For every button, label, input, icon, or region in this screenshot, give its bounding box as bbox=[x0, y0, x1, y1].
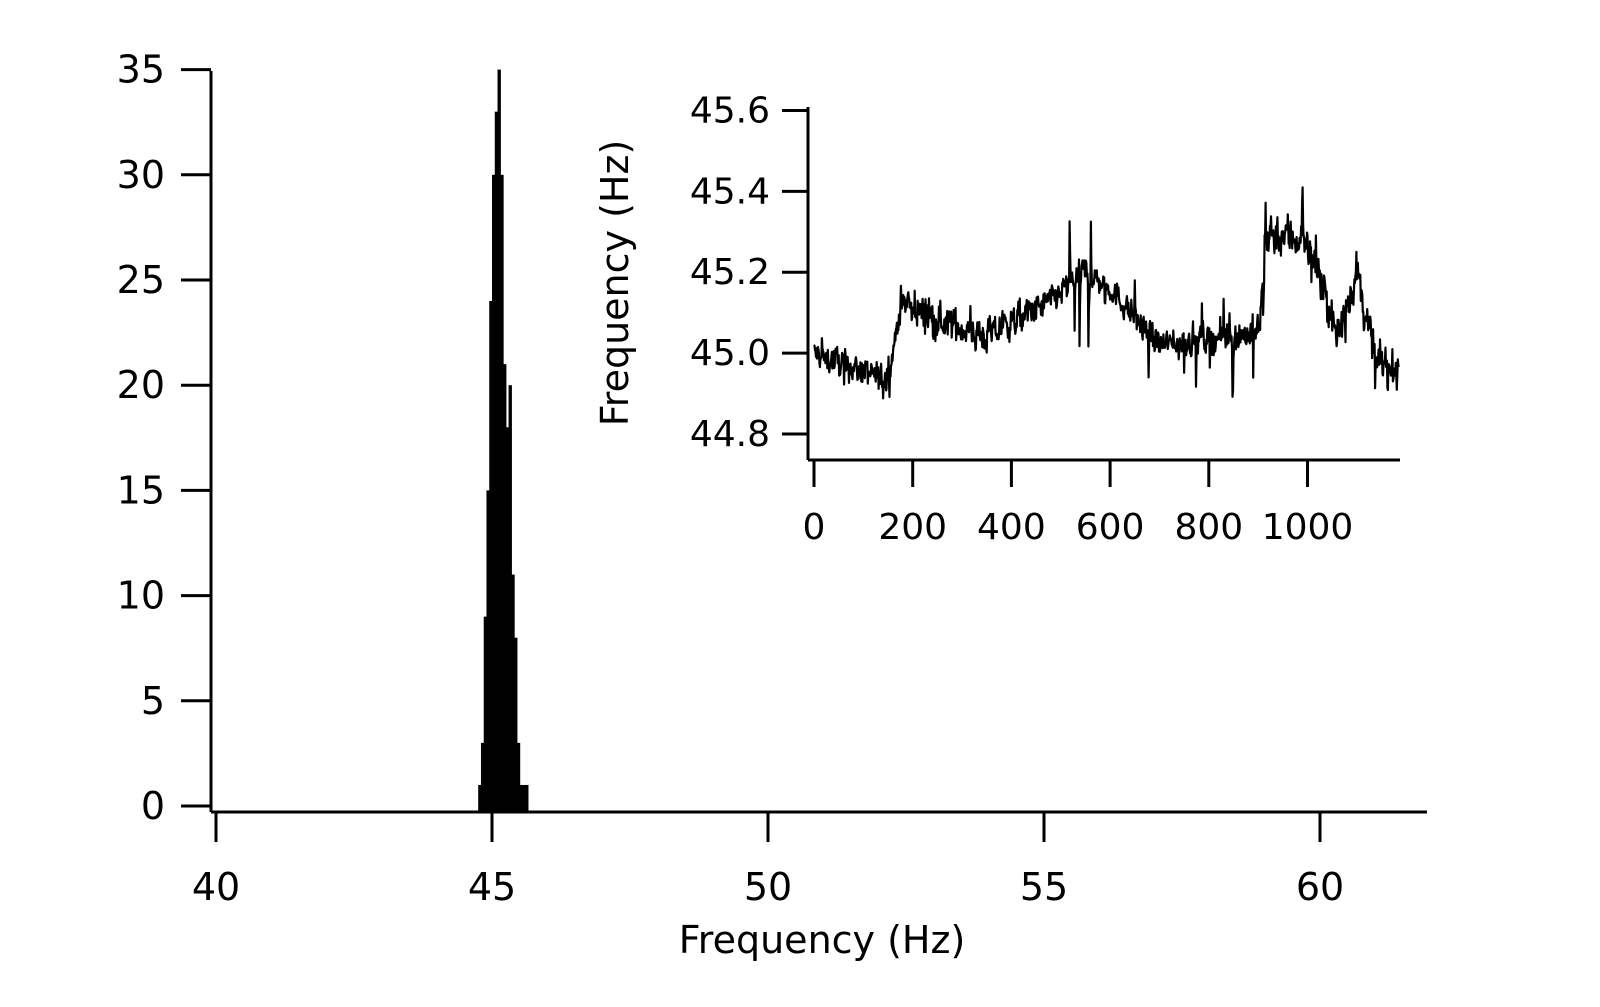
inset-x-tick-label: 800 bbox=[1174, 507, 1243, 548]
histogram-bar-13 bbox=[514, 637, 518, 812]
inset-y-ticks: 44.8 45.0 45.2 45.4 45.6 bbox=[690, 90, 808, 455]
inset-y-tick-label: 45.6 bbox=[690, 90, 770, 131]
main-x-tick-label: 60 bbox=[1296, 865, 1344, 909]
histogram-bar-15 bbox=[519, 784, 523, 812]
histogram-bars bbox=[478, 69, 529, 813]
histogram-bar-12 bbox=[511, 574, 515, 812]
histogram-bar-4 bbox=[489, 301, 493, 812]
histogram-bar-17 bbox=[525, 784, 529, 812]
main-y-tick-label: 0 bbox=[141, 784, 165, 828]
main-x-tick-label: 45 bbox=[468, 865, 516, 909]
inset-y-axis-label: Frequency (Hz) bbox=[593, 140, 637, 427]
main-y-tick-label: 20 bbox=[117, 363, 165, 407]
histogram-bar-14 bbox=[516, 742, 521, 812]
histogram-bar-10 bbox=[505, 427, 510, 812]
main-y-ticks: 0 5 10 15 20 25 30 35 bbox=[117, 48, 211, 828]
histogram-bar-1 bbox=[480, 742, 485, 812]
histogram-bar-3 bbox=[486, 490, 490, 812]
main-x-tick-label: 50 bbox=[744, 865, 792, 909]
main-y-tick-label: 25 bbox=[117, 258, 165, 302]
inset-y-tick-label: 45.2 bbox=[690, 252, 770, 293]
main-x-tick-label: 55 bbox=[1020, 865, 1068, 909]
main-y-tick-label: 10 bbox=[117, 574, 165, 618]
histogram-plot: 0 5 10 15 20 25 30 35 40 45 50 55 60 Frequency (Hz) bbox=[117, 48, 1427, 962]
histogram-bar-16 bbox=[522, 784, 526, 812]
histogram-bar-6 bbox=[494, 111, 499, 813]
histogram-bar-9 bbox=[503, 364, 507, 812]
inset-x-tick-label: 600 bbox=[1076, 507, 1145, 548]
main-y-tick-label: 15 bbox=[117, 468, 165, 512]
inset-series-line bbox=[813, 186, 1400, 400]
histogram-bar-0 bbox=[478, 784, 482, 812]
inset-y-tick-label: 45.0 bbox=[690, 333, 770, 374]
inset-x-tick-label: 200 bbox=[878, 507, 947, 548]
main-x-axis-label: Frequency (Hz) bbox=[679, 918, 966, 962]
histogram-bar-7 bbox=[497, 69, 501, 813]
inset-x-ticks: 0 200 400 600 800 1000 bbox=[803, 460, 1354, 548]
main-y-tick-label: 5 bbox=[141, 679, 165, 723]
main-x-ticks: 40 45 50 55 60 bbox=[192, 812, 1344, 909]
inset-x-tick-label: 0 bbox=[803, 507, 826, 548]
histogram-bar-5 bbox=[492, 174, 496, 813]
histogram-bar-8 bbox=[500, 174, 504, 813]
inset-plot: 44.8 45.0 45.2 45.4 45.6 0 200 400 600 800 1000 F… bbox=[593, 90, 1400, 548]
inset-x-tick-label: 1000 bbox=[1262, 507, 1354, 548]
main-y-tick-label: 35 bbox=[117, 48, 165, 92]
inset-x-tick-label: 400 bbox=[977, 507, 1046, 548]
inset-y-tick-label: 44.8 bbox=[690, 414, 770, 455]
histogram-bar-11 bbox=[508, 385, 512, 812]
inset-y-tick-label: 45.4 bbox=[690, 171, 770, 212]
histogram-bar-2 bbox=[483, 616, 488, 812]
main-x-tick-label: 40 bbox=[192, 865, 240, 909]
main-y-tick-label: 30 bbox=[117, 153, 165, 197]
